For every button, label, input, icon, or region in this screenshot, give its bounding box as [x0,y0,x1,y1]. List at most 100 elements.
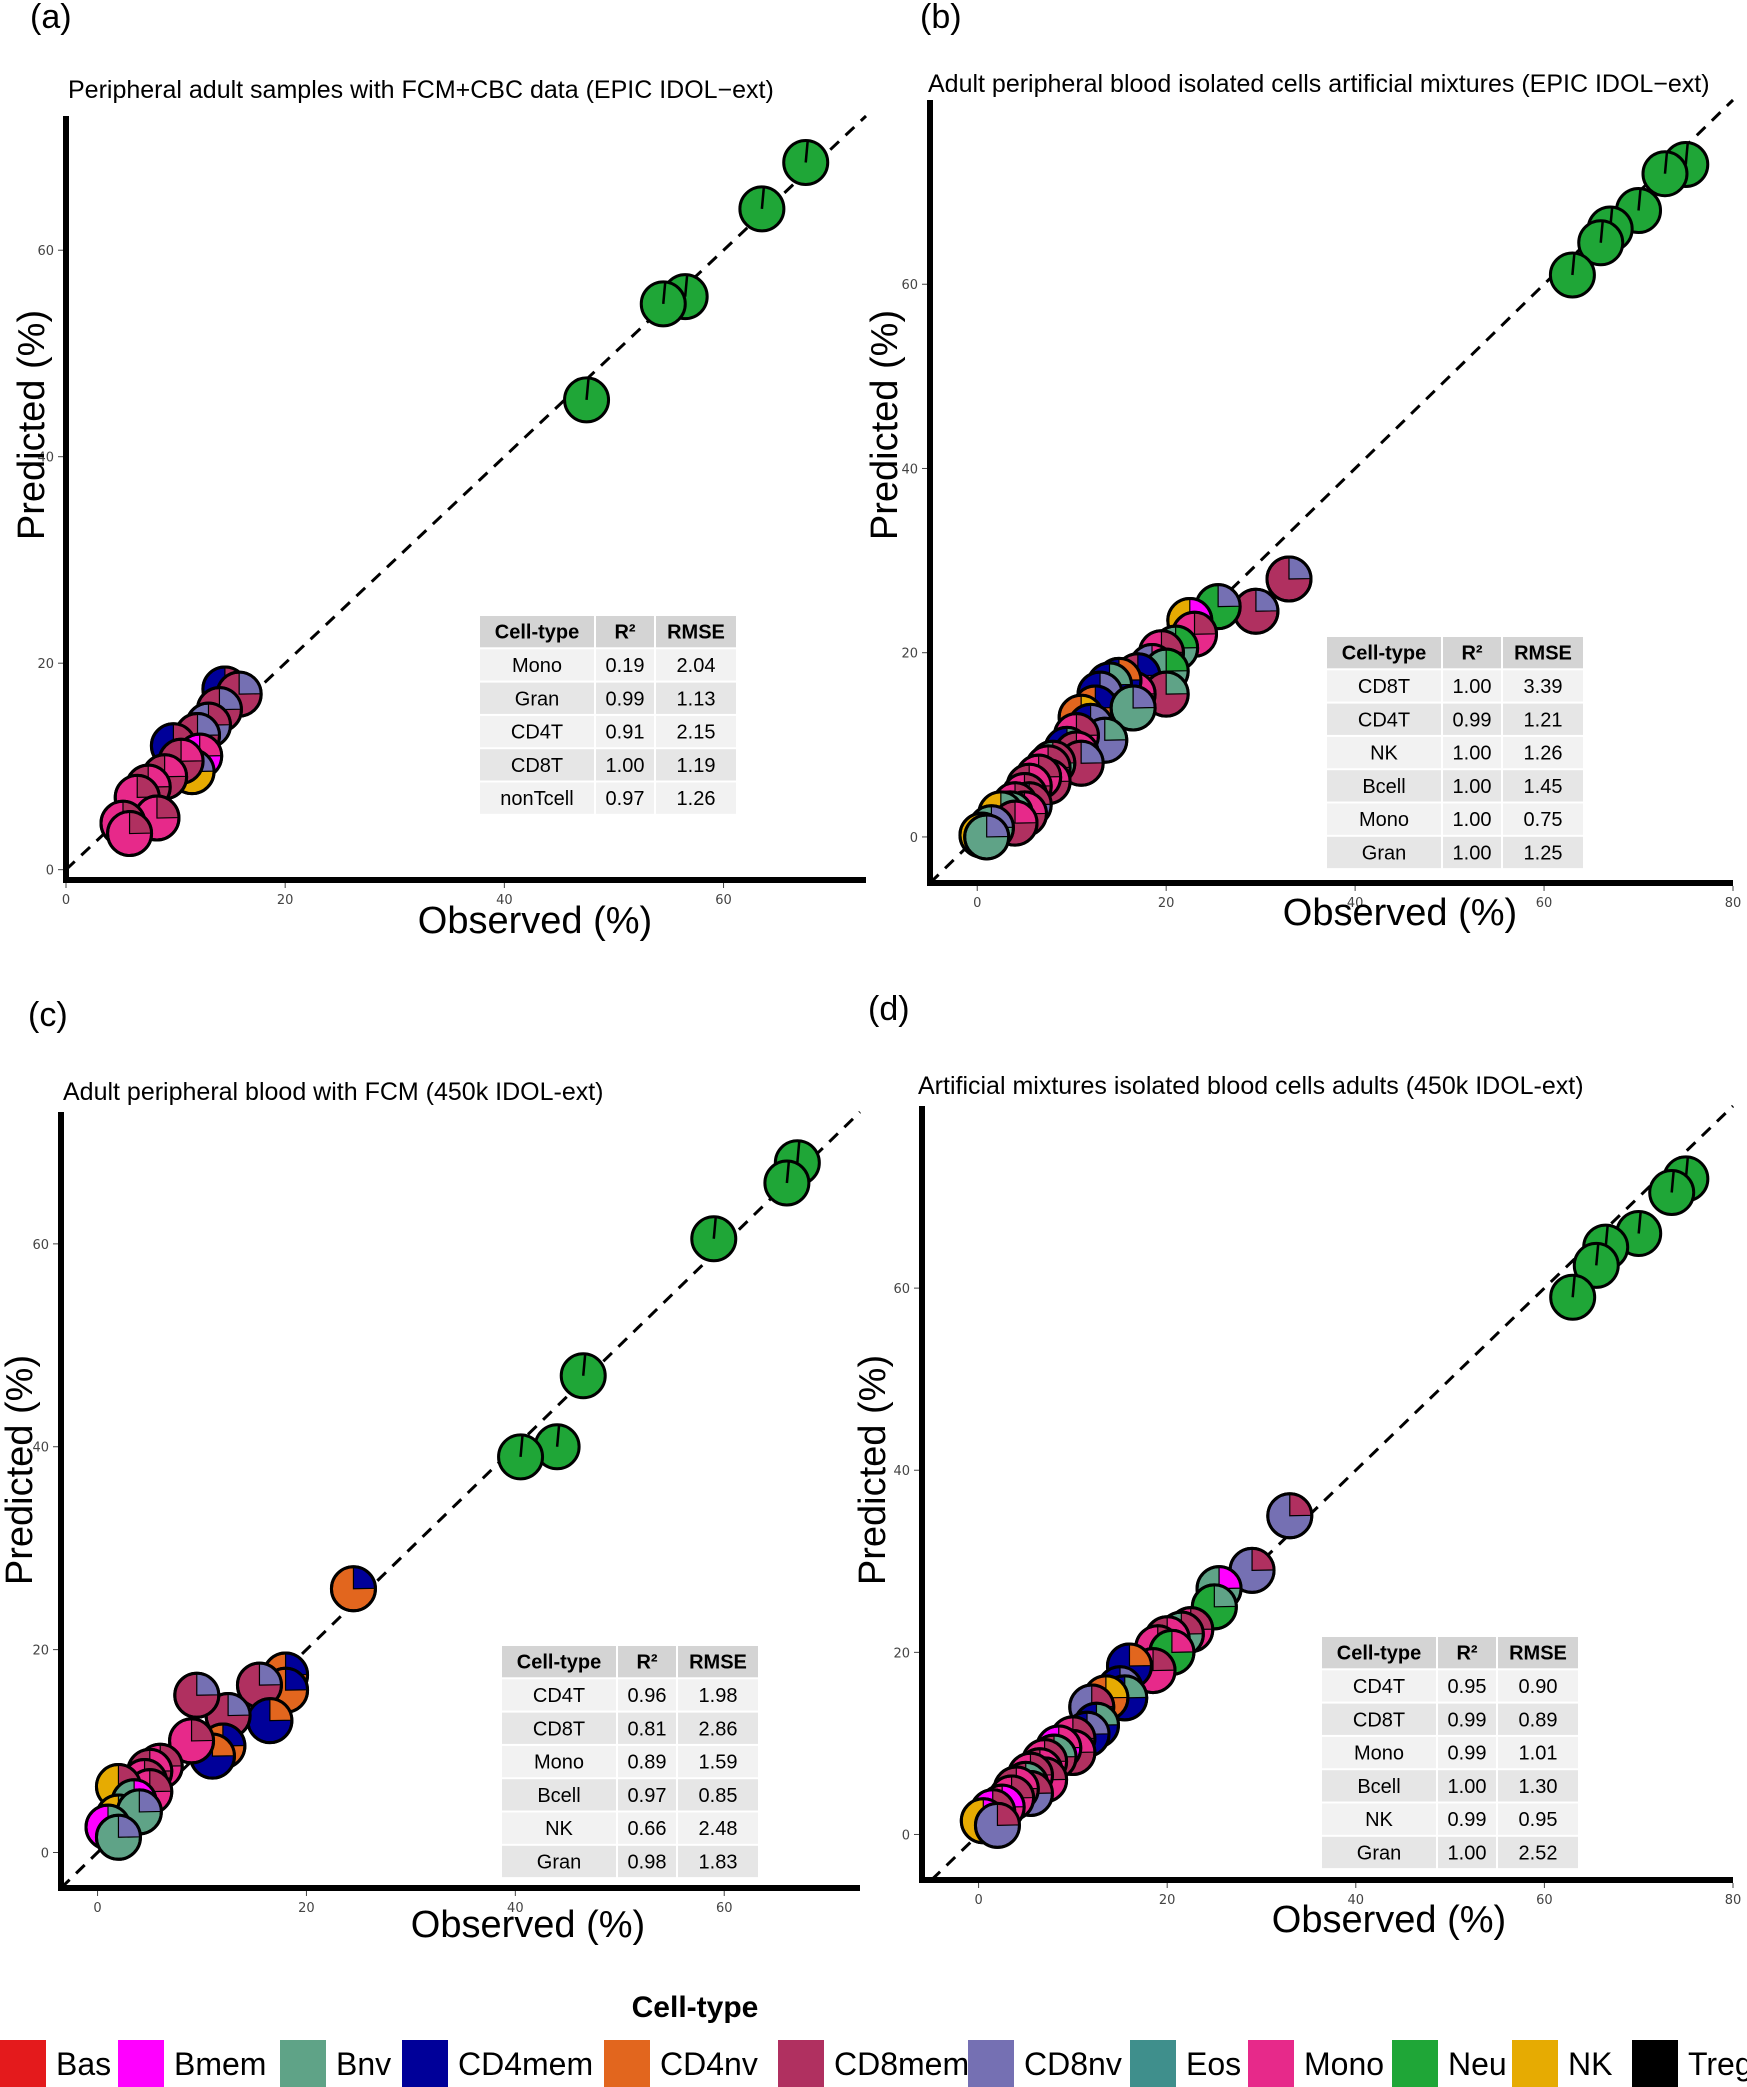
point-tick [1599,220,1604,243]
table-cell [656,749,736,781]
y-tick-label: 0 [41,1846,49,1861]
table-cell [596,649,654,681]
y-tick-label: 20 [37,657,54,672]
panel-label: (d) [868,990,910,1028]
point-tick [1684,142,1690,165]
table-cell-text: 1.83 [699,1851,738,1873]
x-tick-label: 60 [715,893,732,908]
table-cell [1322,1770,1436,1802]
table-cell-text: 0.75 [1524,809,1563,831]
table-cell [480,682,594,714]
table-cell [596,682,654,714]
point-outline [168,1717,216,1765]
table-cell [1503,770,1583,802]
legend-swatch [280,2040,326,2087]
table-cell-text: 0.81 [628,1718,667,1740]
table-header-text: R² [1456,1643,1477,1665]
y-tick-label: 60 [901,278,918,293]
stats-table: Cell-type R² RMSE Mono 0.19 2.04 Gran 0.99 1.13 C… [480,616,736,814]
table-cell [618,1679,676,1711]
data-point [639,280,687,328]
table-cell-text: 1.19 [677,755,716,777]
table-header-text: Cell-type [1337,1643,1421,1665]
table-cell [596,782,654,814]
point-tick [683,274,689,297]
legend-label: Bmem [174,2046,266,2082]
legend-label: Eos [1186,2046,1241,2082]
table-cell-text: 1.30 [1519,1776,1558,1798]
legend-label: CD8nv [1024,2046,1122,2082]
table-cell-text: 3.39 [1524,676,1563,698]
table-cell-text: 0.89 [628,1752,667,1774]
data-point [963,813,1011,861]
y-tick-label: 60 [37,244,54,259]
table-cell [1503,803,1583,835]
table-cell [1438,1736,1496,1769]
data-point [690,1215,738,1263]
table-cell-text: Gran [537,1851,581,1873]
legend-swatch [1392,2040,1438,2087]
x-axis-label: Observed (%) [411,1904,645,1946]
table-cell [1443,703,1501,735]
table-header-cell [1503,637,1583,669]
table-cell-text: CD4T [511,722,563,744]
table-cell-text: 0.99 [606,688,645,710]
table-cell-text: 1.26 [1524,743,1563,765]
y-tick-label: 20 [901,647,918,662]
table-cell [502,1779,616,1811]
x-axis-label: Observed (%) [1283,892,1517,934]
table-cell-text: Bcell [537,1785,580,1807]
table-cell-text: 2.04 [677,655,716,677]
data-point [1548,251,1596,299]
table-header-text: Cell-type [495,622,579,644]
point-tick [1663,151,1669,174]
legend-swatch [0,2040,46,2087]
y-tick-label: 20 [893,1646,910,1661]
data-point [1648,1169,1696,1217]
x-tick-label: 20 [277,893,294,908]
table-header-cell [502,1646,616,1678]
data-point [168,1717,216,1765]
x-tick-label: 40 [1348,1893,1365,1908]
data-point [246,1697,294,1745]
x-tick-label: 40 [1347,896,1364,911]
table-cell-text: Mono [534,1752,584,1774]
point-tick [1637,1211,1642,1234]
data-point [1232,587,1280,635]
legend-title: Cell-type [632,1991,759,2024]
x-tick-label: 20 [298,1901,315,1916]
table-cell-text: Mono [1354,1743,1404,1765]
data-point [782,138,830,186]
table-cell [502,1845,616,1878]
point-outline [1265,555,1313,603]
table-header-text: Cell-type [1342,643,1426,665]
legend-label: CD8mem [834,2046,969,2082]
y-tick-label: 60 [32,1238,49,1253]
point-outline [173,1671,221,1719]
panel-3: (c) Adult peripheral blood with FCM (450k… [0,996,862,1946]
data-point [973,1801,1021,1849]
stats-table: Cell-type R² RMSE CD4T 0.96 1.98 CD8T 0.81 2.86 M… [502,1646,758,1878]
point-tick [796,1140,801,1163]
table-header-text: R² [614,622,635,644]
point-tick [1571,1275,1576,1298]
point-tick [785,1160,791,1184]
point-outline [973,1801,1021,1849]
table-cell-text: 1.21 [1524,709,1563,731]
chart-title: Peripheral adult samples with FCM+CBC da… [68,76,774,104]
legend-swatch [1512,2040,1558,2087]
table-cell-text: CD8T [533,1718,585,1740]
point-tick [581,1353,587,1376]
table-cell-text: 1.00 [1448,1776,1487,1798]
table-cell [1438,1836,1496,1869]
table-cell [1503,736,1583,769]
table-cell [502,1712,616,1744]
table-header-text: R² [1461,643,1482,665]
table-cell-text: 1.00 [1453,776,1492,798]
x-tick-label: 80 [1725,1893,1742,1908]
table-cell [502,1812,616,1844]
chart-title: Adult peripheral blood isolated cells ar… [928,70,1710,98]
data-point [173,1671,221,1719]
y-axis-label: Predicted (%) [11,310,53,540]
table-cell-text: 2.48 [699,1818,738,1840]
